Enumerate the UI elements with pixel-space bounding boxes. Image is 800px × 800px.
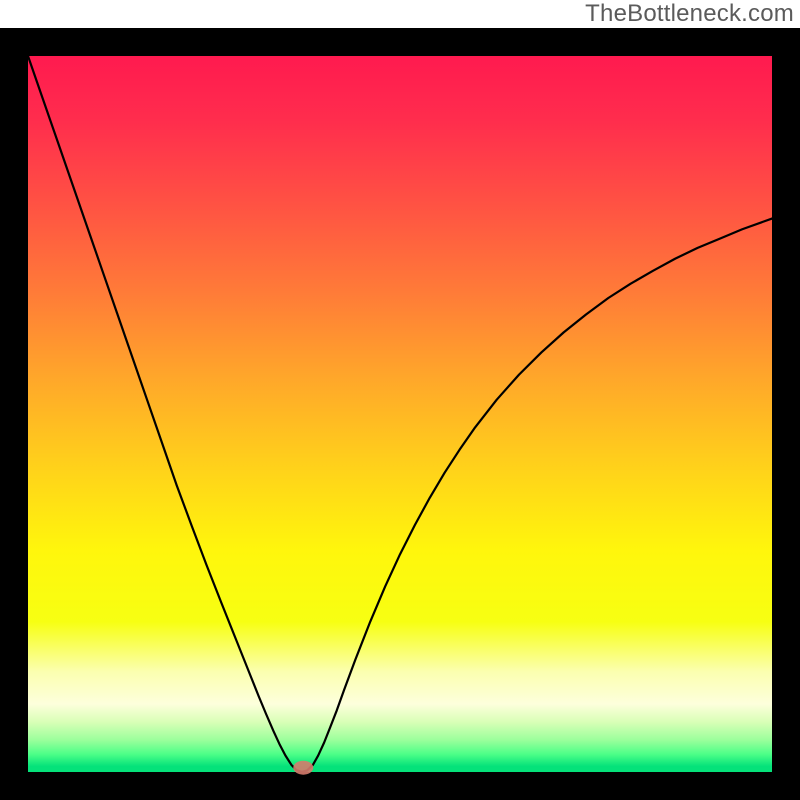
chart-svg <box>0 28 800 800</box>
optimum-marker <box>293 761 313 775</box>
watermark-text: TheBottleneck.com <box>585 0 794 28</box>
chart-plot-area <box>28 56 772 772</box>
chart-svg-wrapper <box>0 28 800 800</box>
chart-root: TheBottleneck.com <box>0 0 800 800</box>
